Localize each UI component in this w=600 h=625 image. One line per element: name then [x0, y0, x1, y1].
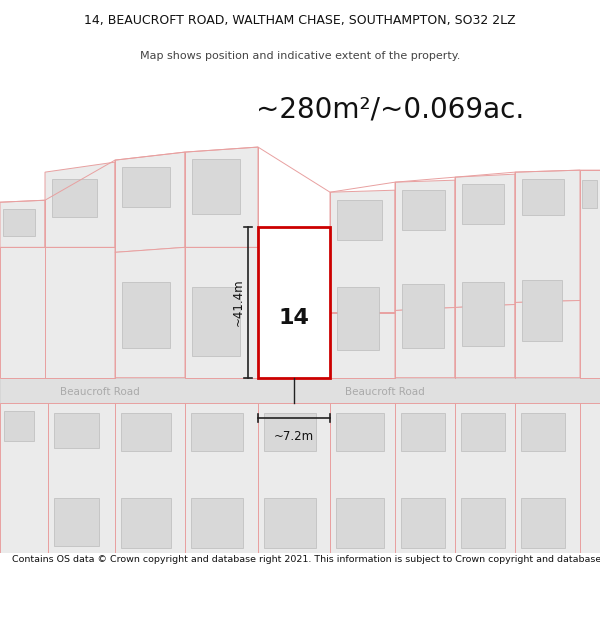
Bar [121, 412, 171, 451]
Text: Beaucroft Road: Beaucroft Road [345, 387, 425, 397]
Bar [461, 498, 505, 548]
Polygon shape [45, 162, 115, 248]
Bar [191, 412, 243, 451]
Polygon shape [0, 200, 45, 248]
Bar [337, 200, 382, 241]
Bar [264, 412, 316, 451]
Polygon shape [45, 248, 115, 378]
Bar [462, 282, 504, 346]
Bar [191, 498, 243, 548]
Text: Map shows position and indicative extent of the property.: Map shows position and indicative extent… [140, 51, 460, 61]
Bar [336, 412, 384, 451]
Polygon shape [580, 402, 600, 553]
Bar [258, 228, 330, 378]
Bar [521, 498, 565, 548]
Polygon shape [515, 402, 580, 553]
Bar [461, 412, 505, 451]
Polygon shape [185, 402, 258, 553]
Bar [54, 498, 99, 546]
Bar [122, 282, 170, 348]
Text: ~280m²/~0.069ac.: ~280m²/~0.069ac. [256, 96, 524, 124]
Polygon shape [580, 170, 600, 378]
Polygon shape [455, 174, 515, 308]
Polygon shape [0, 248, 45, 378]
Bar [192, 159, 240, 214]
Bar [522, 281, 562, 341]
Bar [4, 411, 34, 441]
Bar [402, 284, 444, 348]
Polygon shape [515, 170, 580, 302]
Bar [522, 179, 564, 215]
Bar [521, 412, 565, 451]
Polygon shape [395, 308, 455, 378]
Polygon shape [395, 402, 455, 553]
Polygon shape [395, 180, 455, 311]
Bar [401, 412, 445, 451]
Text: Contains OS data © Crown copyright and database right 2021. This information is : Contains OS data © Crown copyright and d… [12, 555, 600, 564]
Bar [336, 498, 384, 548]
Polygon shape [0, 402, 48, 553]
Polygon shape [455, 402, 515, 553]
Polygon shape [185, 147, 258, 248]
Text: ~41.4m: ~41.4m [232, 279, 245, 326]
Bar [402, 190, 445, 230]
Polygon shape [515, 301, 580, 378]
Polygon shape [330, 190, 395, 312]
Bar [264, 498, 316, 548]
Text: 14: 14 [278, 308, 310, 328]
Polygon shape [48, 402, 115, 553]
Polygon shape [330, 402, 395, 553]
Bar [52, 179, 97, 218]
Text: 14, BEAUCROFT ROAD, WALTHAM CHASE, SOUTHAMPTON, SO32 2LZ: 14, BEAUCROFT ROAD, WALTHAM CHASE, SOUTH… [84, 14, 516, 27]
Text: Beaucroft Road: Beaucroft Road [60, 387, 140, 397]
Bar [582, 180, 597, 208]
Polygon shape [115, 152, 185, 252]
Polygon shape [115, 248, 185, 378]
Bar [121, 498, 171, 548]
Bar [192, 288, 240, 356]
Polygon shape [185, 248, 258, 378]
Bar [401, 498, 445, 548]
Polygon shape [258, 402, 330, 553]
Bar [337, 288, 379, 349]
Bar [54, 412, 99, 448]
Bar [3, 209, 35, 236]
Bar [0, 378, 600, 402]
Bar [122, 167, 170, 208]
Polygon shape [455, 304, 515, 378]
Bar [462, 184, 504, 224]
Polygon shape [115, 402, 185, 553]
Polygon shape [330, 312, 395, 378]
Text: ~7.2m: ~7.2m [274, 430, 314, 442]
